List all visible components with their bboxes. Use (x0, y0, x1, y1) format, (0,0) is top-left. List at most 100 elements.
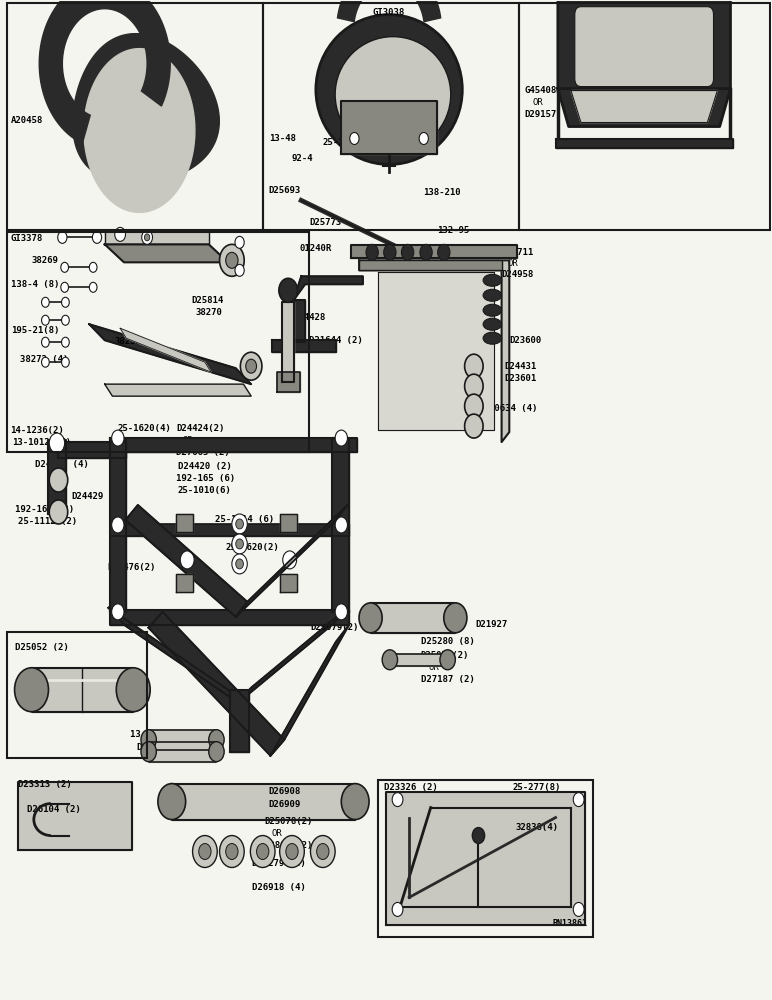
Polygon shape (378, 272, 494, 430)
Text: D26918 (4): D26918 (4) (252, 883, 306, 892)
Circle shape (438, 244, 450, 260)
Text: D29157: D29157 (525, 110, 557, 119)
Circle shape (401, 244, 414, 260)
Text: D23616(4): D23616(4) (137, 743, 185, 752)
Text: 132-95: 132-95 (437, 226, 469, 235)
Text: OR: OR (508, 259, 519, 268)
Circle shape (574, 793, 584, 807)
Text: BN13861: BN13861 (553, 919, 587, 928)
Text: 13-48: 13-48 (269, 134, 296, 143)
Circle shape (465, 354, 483, 378)
Circle shape (310, 836, 335, 867)
Circle shape (392, 793, 403, 807)
Circle shape (62, 297, 69, 307)
Circle shape (141, 742, 157, 762)
Ellipse shape (316, 15, 462, 164)
Circle shape (465, 374, 483, 398)
Text: 25-1620(4): 25-1620(4) (118, 424, 171, 433)
Ellipse shape (335, 37, 451, 152)
Circle shape (225, 844, 238, 860)
Polygon shape (110, 438, 126, 612)
Text: 25-277(8): 25-277(8) (513, 783, 560, 792)
Polygon shape (49, 440, 66, 514)
Polygon shape (351, 245, 517, 258)
Text: 13-1444 (2): 13-1444 (2) (130, 730, 189, 739)
Circle shape (245, 359, 256, 373)
Circle shape (15, 668, 49, 712)
Text: 138-210: 138-210 (423, 188, 461, 197)
Circle shape (466, 355, 482, 375)
Polygon shape (371, 603, 455, 633)
Polygon shape (105, 244, 228, 262)
Text: 25-1620(2): 25-1620(2) (225, 543, 279, 552)
Text: D27187 (2): D27187 (2) (421, 675, 475, 684)
Polygon shape (120, 328, 211, 372)
Polygon shape (149, 612, 284, 756)
Text: 38272 (4): 38272 (4) (20, 355, 69, 364)
Text: D26909: D26909 (269, 800, 301, 809)
Polygon shape (90, 324, 251, 384)
Bar (7, 632, 147, 758)
Circle shape (444, 603, 467, 633)
Circle shape (392, 902, 403, 916)
Circle shape (62, 315, 69, 325)
Circle shape (180, 551, 194, 569)
Polygon shape (176, 574, 193, 592)
Text: D25280 (8): D25280 (8) (421, 637, 475, 646)
Circle shape (232, 554, 247, 574)
Text: D27754 (2): D27754 (2) (247, 615, 301, 624)
Text: OR: OR (533, 98, 543, 107)
Text: 32838(4): 32838(4) (516, 823, 558, 832)
Circle shape (208, 730, 224, 750)
Circle shape (192, 836, 217, 867)
Polygon shape (149, 730, 216, 750)
Polygon shape (109, 608, 241, 705)
Polygon shape (110, 524, 349, 536)
Text: D26104 (2): D26104 (2) (27, 805, 80, 814)
Text: D25077(2): D25077(2) (421, 651, 469, 660)
Text: D25814: D25814 (191, 296, 224, 305)
Text: 01240R: 01240R (300, 244, 332, 253)
Text: 25-1010(6): 25-1010(6) (178, 486, 232, 495)
Polygon shape (556, 139, 733, 148)
Text: GI3378: GI3378 (11, 234, 43, 243)
Polygon shape (172, 784, 355, 820)
Circle shape (232, 514, 247, 534)
Circle shape (279, 836, 304, 867)
Circle shape (465, 394, 483, 418)
Ellipse shape (483, 332, 502, 344)
Polygon shape (386, 792, 585, 925)
Circle shape (51, 502, 66, 522)
Circle shape (440, 650, 455, 670)
Polygon shape (279, 514, 296, 532)
Text: G45408: G45408 (525, 86, 557, 95)
Polygon shape (32, 668, 134, 712)
Circle shape (42, 357, 49, 367)
Circle shape (335, 604, 347, 620)
Ellipse shape (483, 304, 502, 316)
Polygon shape (105, 230, 208, 244)
Polygon shape (337, 0, 441, 22)
Circle shape (382, 650, 398, 670)
Text: D25078(2): D25078(2) (264, 817, 313, 826)
Polygon shape (341, 101, 437, 154)
Circle shape (279, 278, 297, 302)
Circle shape (419, 133, 428, 144)
Text: OR: OR (272, 829, 283, 838)
Text: 13-10128(6): 13-10128(6) (12, 438, 71, 447)
Polygon shape (272, 340, 336, 352)
Circle shape (574, 902, 584, 916)
Circle shape (317, 844, 329, 860)
Polygon shape (390, 654, 448, 666)
Circle shape (93, 231, 102, 243)
Circle shape (384, 244, 396, 260)
Polygon shape (230, 690, 249, 752)
Circle shape (366, 244, 378, 260)
Polygon shape (359, 260, 510, 442)
Polygon shape (73, 34, 219, 183)
Polygon shape (558, 89, 730, 127)
Polygon shape (235, 608, 347, 705)
Circle shape (158, 784, 185, 820)
FancyBboxPatch shape (558, 0, 730, 101)
Circle shape (286, 844, 298, 860)
